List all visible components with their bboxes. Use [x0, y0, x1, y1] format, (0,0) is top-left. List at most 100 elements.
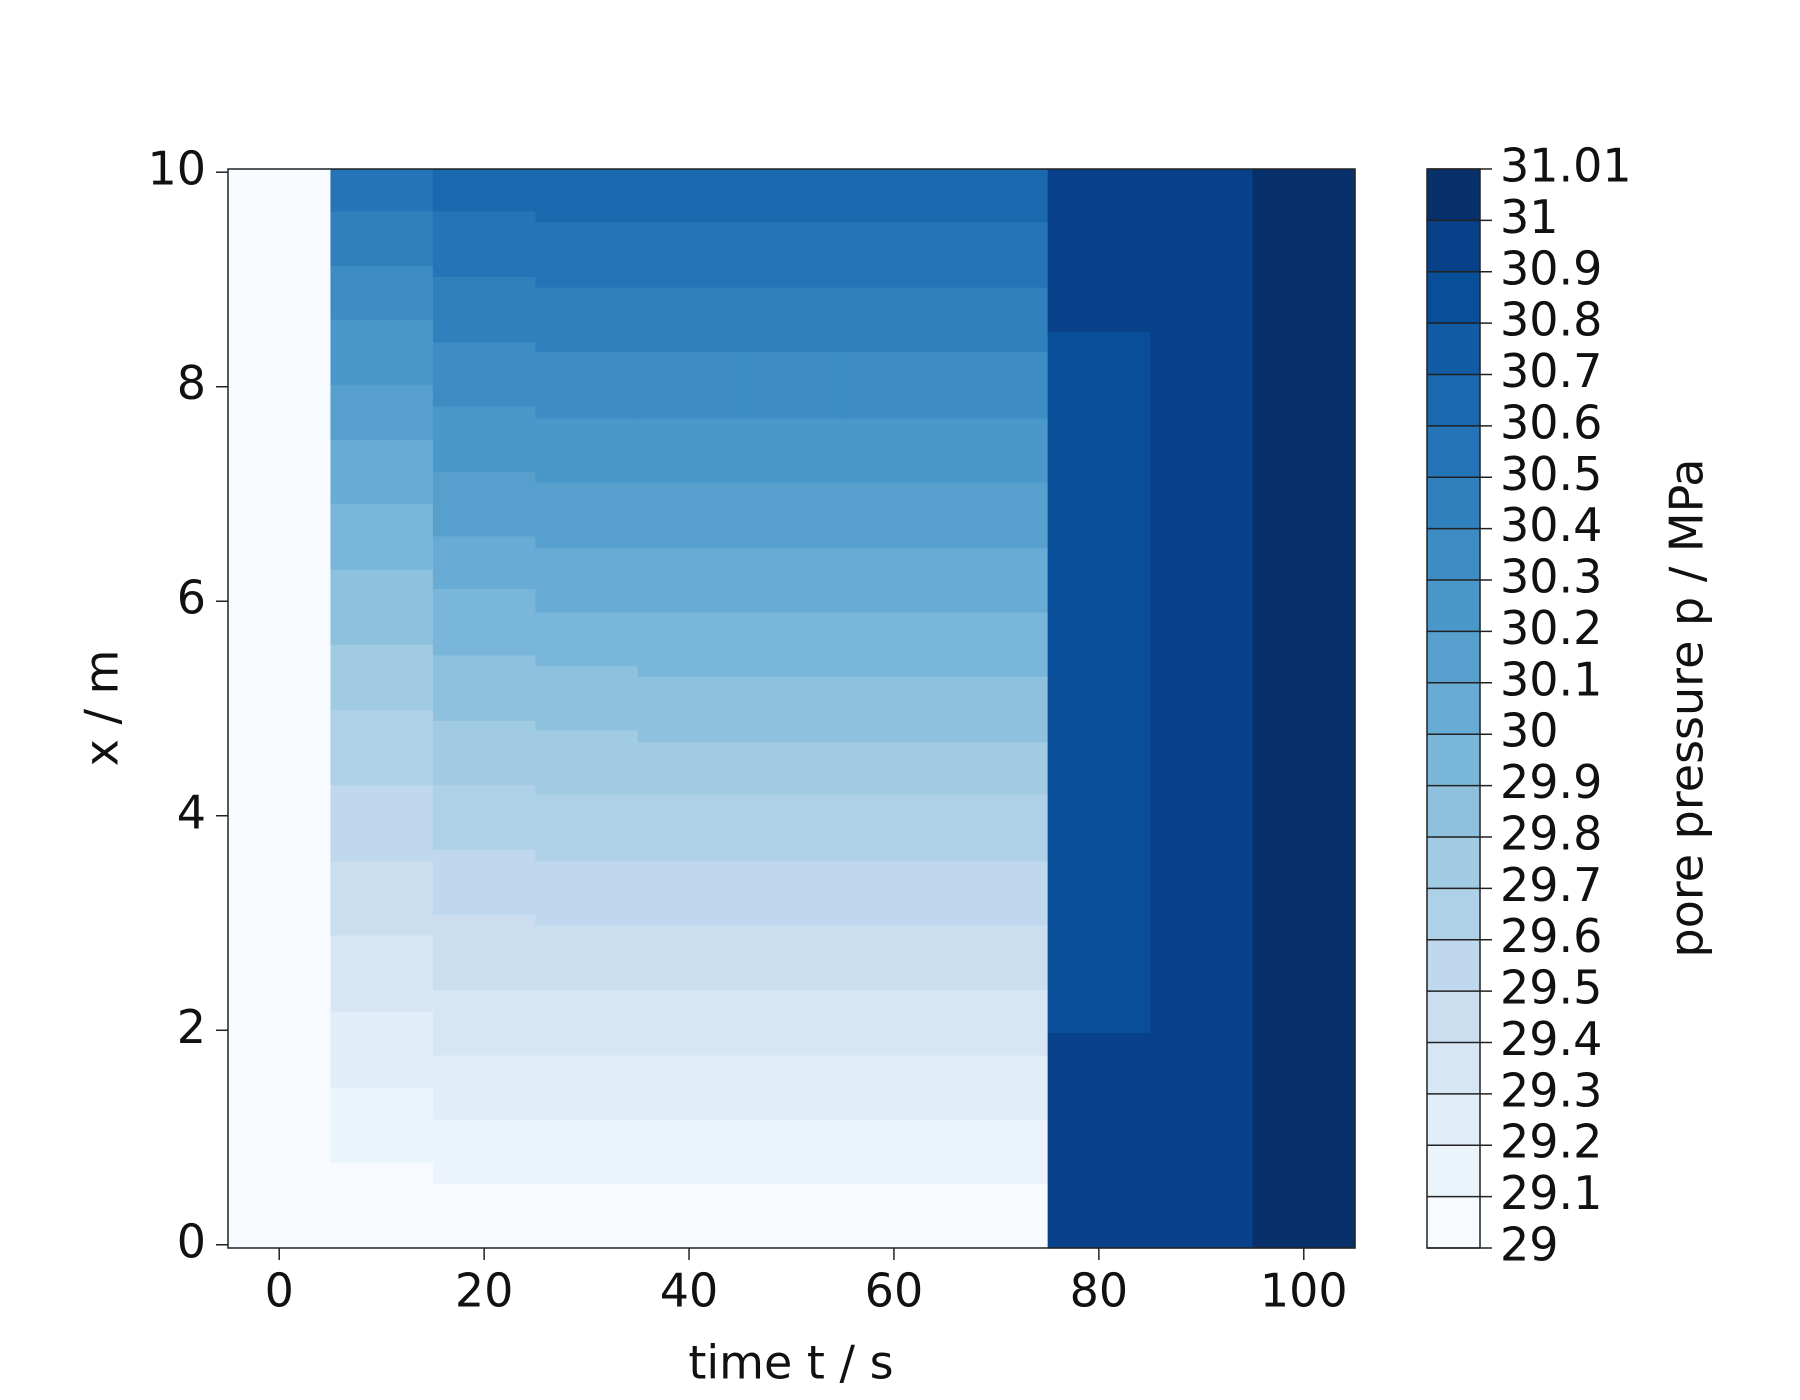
- heat-cell: [535, 547, 639, 613]
- heat-cell: [432, 784, 536, 850]
- colorbar-swatch: [1427, 528, 1480, 581]
- colorbar-swatch: [1427, 836, 1480, 889]
- heat-cell: [637, 1054, 741, 1120]
- colorbar-tick-label: 29: [1500, 1218, 1559, 1272]
- heat-cell: [740, 547, 844, 613]
- heat-cell: [330, 503, 434, 570]
- heat-cell: [740, 1054, 844, 1120]
- heat-cell: [432, 654, 536, 721]
- colorbar-swatch: [1427, 1196, 1480, 1249]
- colorbar-tick-label: 30.7: [1500, 344, 1602, 398]
- heat-cell: [637, 611, 741, 677]
- colorbar-tick-label: 30.9: [1500, 241, 1602, 295]
- colorbar-frame: [1426, 168, 1481, 1249]
- heat-cell: [330, 319, 434, 386]
- y-tick-label: 0: [177, 1214, 206, 1268]
- heat-cell: [535, 286, 639, 352]
- x-tick-label: 40: [660, 1264, 719, 1318]
- heat-cell: [740, 676, 844, 743]
- heat-cell: [535, 989, 639, 1056]
- colorbar-swatch: [1427, 631, 1480, 684]
- heat-cell: [740, 794, 844, 862]
- colorbar-swatch: [1427, 477, 1480, 530]
- colorbar-tick-label: 29.8: [1500, 806, 1602, 860]
- x-tick-label: 60: [865, 1264, 924, 1318]
- heat-cell: [535, 860, 639, 926]
- heat-cell: [740, 417, 844, 483]
- y-tick-label: 10: [147, 142, 206, 196]
- colorbar-swatch: [1427, 888, 1480, 941]
- heat-cell: [842, 989, 946, 1056]
- heat-cell: [842, 286, 946, 352]
- heat-cell: [637, 925, 741, 991]
- heat-cell: [432, 1054, 536, 1120]
- y-tick-label: 2: [177, 1000, 206, 1054]
- heat-cell: [842, 482, 946, 549]
- heat-cell: [842, 221, 946, 288]
- heat-cell: [945, 1119, 1049, 1185]
- heat-cell: [535, 925, 639, 991]
- y-axis-label: x / m: [75, 650, 129, 767]
- heat-cell: [432, 914, 536, 991]
- heat-cell: [432, 720, 536, 786]
- heat-cell: [535, 729, 639, 795]
- heat-cell: [945, 925, 1049, 991]
- heat-cell: [432, 849, 536, 916]
- heat-cell: [740, 482, 844, 549]
- colorbar-tick-label: 31: [1500, 190, 1559, 244]
- colorbar-label: pore pressure p / MPa: [1660, 459, 1714, 958]
- heat-cell: [535, 221, 639, 288]
- heat-cell: [432, 406, 536, 473]
- colorbar-tick-label: 30.8: [1500, 293, 1602, 347]
- heat-cell: [842, 611, 946, 677]
- heat-cell: [842, 1054, 946, 1120]
- heat-cell: [740, 989, 844, 1056]
- heat-cell: [330, 784, 434, 862]
- heat-cell: [740, 611, 844, 677]
- heat-cell: [637, 169, 741, 223]
- heat-cell: [535, 611, 639, 667]
- heat-cell: [330, 265, 434, 320]
- colorbar-tick-label: 29.4: [1500, 1012, 1602, 1066]
- heat-cell: [432, 535, 536, 589]
- colorbar-tick-label: 30.3: [1500, 550, 1602, 604]
- colorbar-tick-label: 30.2: [1500, 601, 1602, 655]
- heat-cell: [432, 341, 536, 407]
- heat-cell: [842, 1183, 946, 1249]
- heat-cell: [1252, 169, 1356, 1249]
- colorbar-tick-label: 29.7: [1500, 858, 1602, 912]
- heat-cell: [945, 286, 1049, 352]
- heat-cell: [740, 1119, 844, 1185]
- heat-cell: [637, 417, 741, 483]
- heat-cell: [842, 741, 946, 795]
- heat-cell: [842, 860, 946, 926]
- heat-cell: [637, 351, 741, 419]
- heat-cell: [535, 417, 639, 483]
- heat-cell: [945, 482, 1049, 549]
- x-axis-label: time t / s: [688, 1336, 893, 1390]
- x-tick-label: 80: [1070, 1264, 1129, 1318]
- colorbar-tick-label: 30: [1500, 704, 1559, 758]
- colorbar-tick-label: 29.2: [1500, 1115, 1602, 1169]
- heat-cell: [330, 569, 434, 645]
- heat-cell: [1047, 330, 1151, 1034]
- heat-cell: [945, 1054, 1049, 1120]
- heat-cell: [637, 989, 741, 1056]
- heat-cell: [1047, 1032, 1151, 1249]
- heat-cell: [842, 351, 946, 419]
- heat-cell: [637, 221, 741, 288]
- heat-cell: [330, 1010, 434, 1088]
- heat-cell: [432, 471, 536, 537]
- heat-cell: [740, 741, 844, 795]
- heat-cell: [740, 1183, 844, 1249]
- heat-cell: [740, 169, 844, 223]
- colorbar-swatch: [1427, 271, 1480, 324]
- heat-cell: [945, 221, 1049, 288]
- heat-cell: [637, 286, 741, 352]
- heat-cell: [432, 1119, 536, 1185]
- colorbar-swatch: [1427, 1145, 1480, 1198]
- heat-cell: [330, 439, 434, 505]
- heat-cell: [945, 611, 1049, 677]
- heat-cell: [535, 1119, 639, 1185]
